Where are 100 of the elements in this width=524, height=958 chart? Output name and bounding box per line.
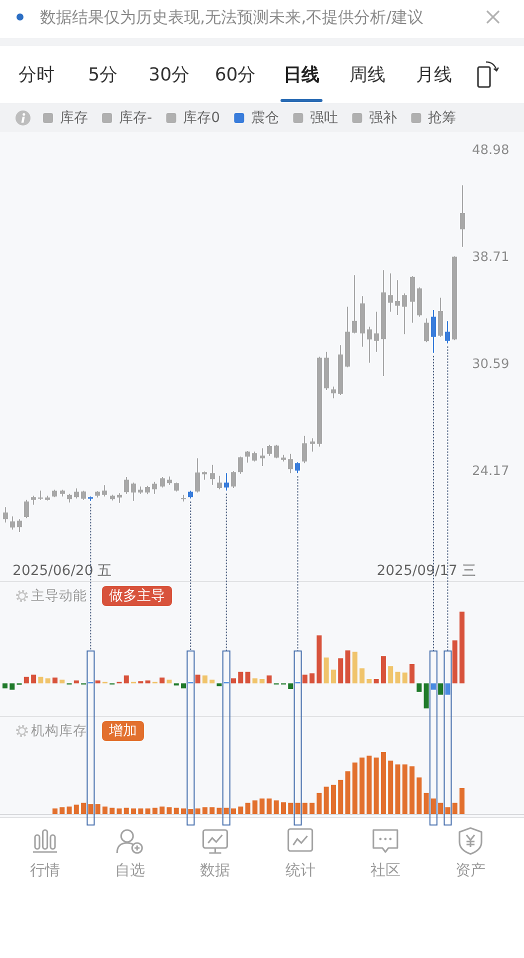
bar [445,683,450,695]
candlestick [310,438,315,452]
bar [45,678,50,684]
bar [81,802,86,814]
text: 数据 [200,861,230,879]
bar [210,680,215,684]
bar [238,806,244,814]
bar [238,672,244,684]
bar [95,680,100,684]
bar [181,683,186,688]
chart-title: 机构库存 [31,723,87,739]
bar [410,664,415,684]
bar [252,800,258,814]
candlestick [181,494,186,502]
bar [460,612,464,684]
bar [174,808,179,814]
candlestick [31,496,36,505]
bar [352,762,358,814]
bar [202,807,208,814]
bar [316,792,322,814]
bar [416,777,422,814]
bar [166,807,172,814]
bar [366,679,372,684]
bar [374,679,379,684]
bar [231,678,236,684]
bar [352,652,358,684]
x-tick-label: 2025/09/17 三 [376,563,476,579]
bar [166,680,172,684]
bar [330,670,336,684]
bar [302,802,308,814]
bar [266,798,272,814]
candlestick [260,448,265,466]
bar [424,792,429,814]
bar [74,680,79,684]
bar [288,802,294,814]
bar [66,806,72,814]
bar [452,802,458,814]
bar [195,674,200,684]
legend-label: 震仓 [251,110,280,126]
bar [31,674,36,684]
bar [388,666,394,684]
bar [245,802,250,814]
bar [10,683,15,690]
text: 30分 [148,64,190,86]
legend-label: 抢筹 [428,110,456,126]
bar [295,802,300,814]
bar [124,808,129,814]
legend-label: 库存- [119,110,152,126]
bar [324,786,329,814]
legend-label: 库存0 [183,110,220,126]
bar [145,808,150,814]
text: 5分 [88,64,118,86]
bar [424,683,429,708]
bar [430,683,436,690]
bar [24,676,29,684]
bar [360,668,365,684]
bar [110,808,115,814]
bar [438,802,444,814]
bar [360,758,365,814]
bar [345,650,350,684]
bar [131,808,136,814]
bar [38,676,44,684]
text: 社区 [370,861,400,879]
bar [160,806,165,814]
bar [330,784,336,814]
bar [102,806,108,814]
y-tick-label: 30.59 [472,356,510,372]
bar [366,756,372,814]
y-tick-label: 24.17 [472,464,510,480]
bar [324,658,329,684]
candlestick [281,454,286,462]
text: 数据结果仅为历史表现,无法预测未来,不提供分析/建议 [40,8,424,26]
bar [2,683,8,688]
bar [74,804,79,814]
bar [280,802,286,814]
bar [60,807,65,814]
candlestick [388,273,393,312]
chart-title: 主导动能 [31,588,87,604]
bar [266,675,272,684]
bar [402,672,408,684]
candlestick [45,496,50,500]
bar [380,656,386,684]
bar [181,808,186,814]
bar [288,683,294,690]
bar [224,808,229,814]
bar [410,766,415,814]
legend-label: 强吐 [310,110,338,126]
bar [380,752,386,814]
text: 60分 [214,64,256,86]
bar [195,808,200,814]
bar [202,675,208,684]
bar [260,798,265,814]
bar [52,678,58,684]
text: 周线 [350,64,386,86]
bar [124,675,129,684]
text: 分时 [18,64,55,86]
text: 自选 [115,861,146,879]
text: 日线 [284,64,320,86]
legend-label: 库存 [60,110,88,126]
bar [260,679,265,684]
